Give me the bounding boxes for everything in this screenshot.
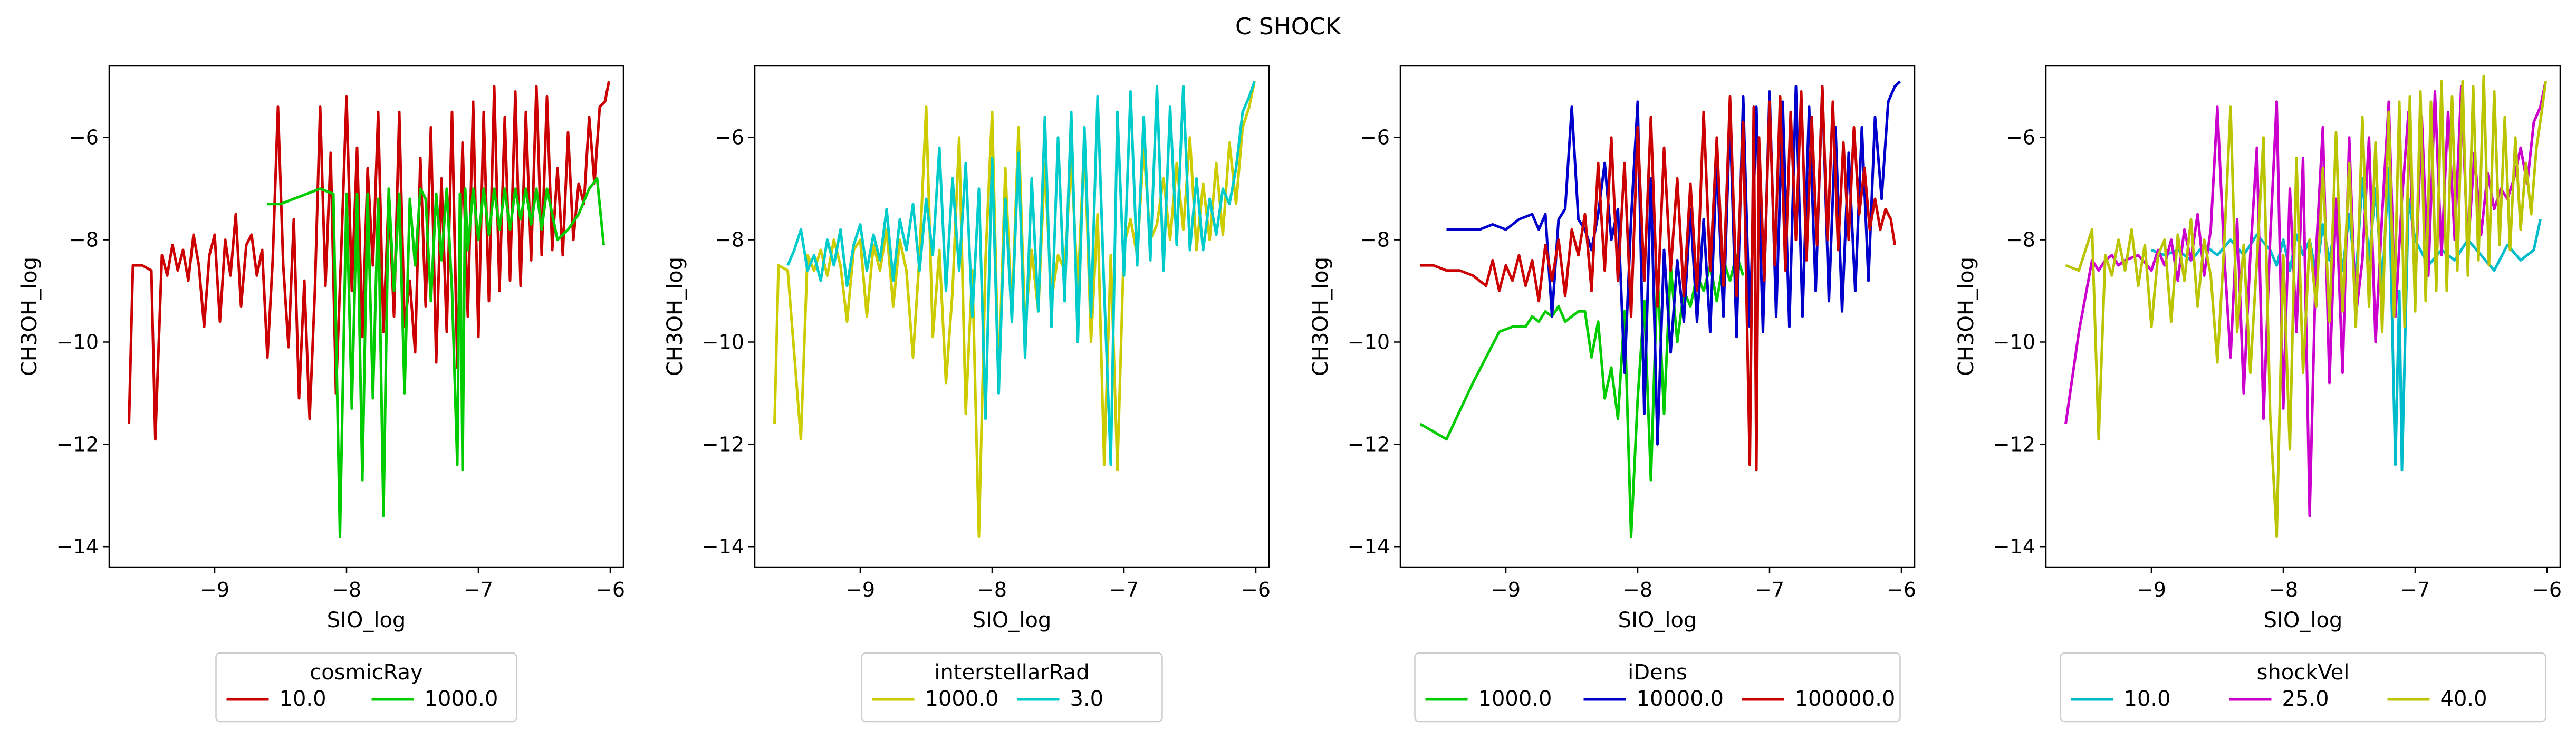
y-tick-label: −8 [715, 228, 744, 252]
x-tick-label: −7 [464, 578, 493, 601]
x-tick-label: −9 [2137, 578, 2166, 601]
y-tick-label: −10 [56, 330, 99, 353]
legend-title: cosmicRay [310, 660, 422, 685]
legend-box [861, 652, 1163, 723]
axes-frame [108, 65, 624, 568]
x-tick-label: −6 [1241, 578, 1271, 601]
y-tick-label: −6 [69, 126, 99, 149]
y-tick-label: −10 [702, 330, 744, 353]
x-tick-label: −9 [845, 578, 875, 601]
x-tick-label: −8 [1623, 578, 1652, 601]
y-tick-label: −14 [702, 535, 744, 558]
x-axis-label: SIO_log [2264, 608, 2343, 632]
y-tick-label: −6 [1360, 126, 1390, 149]
series-line-3 [2065, 74, 2547, 538]
legend-title: iDens [1628, 660, 1687, 685]
y-tick-label: −14 [1348, 535, 1390, 558]
legend-entry-label: 10.0 [280, 687, 326, 711]
y-tick-label: −14 [1993, 535, 2035, 558]
figure-title: C SHOCK [1235, 13, 1341, 40]
series-line-2 [1446, 80, 1901, 446]
y-tick-label: −6 [2006, 126, 2035, 149]
plot-area [1419, 80, 1901, 538]
chart-panel-3: −9 −8 −7 −6 −14 −12 −10 −8 −6 SIO_log CH3OH_log iDe… [1309, 65, 1916, 723]
x-tick-label: −8 [2269, 578, 2298, 601]
plot-area [128, 81, 610, 538]
series-line-1 [773, 81, 1256, 538]
legend-box [2060, 652, 2546, 723]
y-tick-label: −8 [1360, 228, 1390, 252]
x-tick-label: −6 [595, 578, 625, 601]
series-line-1 [128, 81, 610, 441]
y-tick-label: −12 [56, 433, 99, 456]
x-axis-label: SIO_log [327, 608, 406, 632]
x-tick-label: −7 [1109, 578, 1139, 601]
chart-panel-1: −9 −8 −7 −6 −14 −12 −10 −8 −6 SIO_log CH3OH_logcos… [17, 65, 625, 723]
y-tick-label: −8 [69, 228, 99, 252]
y-axis-label: CH3OH_log [1954, 257, 1978, 376]
legend-box [215, 652, 517, 723]
y-tick-label: −10 [1993, 330, 2035, 353]
legend-entry-label: 3.0 [1070, 687, 1104, 711]
y-tick-label: −12 [1348, 433, 1390, 456]
x-tick-label: −8 [332, 578, 361, 601]
y-tick-label: −10 [1348, 330, 1390, 353]
legend-entry-label: 1000.0 [1478, 687, 1552, 711]
legend: iDens 1000.0 10000.0 100000.0 [1414, 652, 1901, 723]
x-tick-label: −7 [2400, 578, 2430, 601]
legend-entry-label: 40.0 [2440, 687, 2487, 711]
legend-entry-label: 10000.0 [1637, 687, 1724, 711]
series-line-3 [1420, 85, 1896, 472]
axes-frame [2045, 65, 2561, 568]
y-tick-label: −8 [2006, 228, 2035, 252]
legend-entry-label: 1000.0 [425, 687, 498, 711]
x-tick-label: −9 [1491, 578, 1521, 601]
x-tick-label: −9 [200, 578, 229, 601]
legend-title: shockVel [2257, 660, 2350, 685]
panels: −9 −8 −7 −6 −14 −12 −10 −8 −6 SIO_log CH3OH_logcos… [17, 65, 2562, 723]
chart-panel-4: −9 −8 −7 −6 −14 −12 −10 −8 −6 SIO_log CH3OH_logsho… [1954, 65, 2562, 723]
y-tick-label: −6 [715, 126, 744, 149]
legend: shockVel 10.0 25.0 40.0 [2060, 652, 2546, 723]
y-tick-label: −14 [56, 535, 99, 558]
legend-entry-label: 10.0 [2124, 687, 2171, 711]
legend-box [1414, 652, 1901, 723]
plot-area [2064, 74, 2547, 538]
y-axis-label: CH3OH_log [1309, 257, 1333, 376]
x-tick-label: −6 [2532, 578, 2562, 601]
plot-area [773, 81, 1256, 538]
x-axis-label: SIO_log [973, 608, 1052, 632]
legend-entry-label: 25.0 [2282, 687, 2329, 711]
series-line-1 [1419, 254, 1745, 538]
x-axis-label: SIO_log [1618, 608, 1697, 632]
axes-frame [754, 65, 1270, 568]
legend-entry-label: 1000.0 [925, 687, 999, 711]
y-tick-label: −12 [1993, 433, 2035, 456]
y-axis-label: CH3OH_log [17, 257, 42, 376]
legend-entry-label: 100000.0 [1795, 687, 1896, 711]
series-line-2 [786, 81, 1256, 466]
x-tick-label: −6 [1887, 578, 1916, 601]
series-line-2 [267, 177, 605, 538]
axes-frame [1399, 65, 1916, 568]
x-tick-label: −8 [977, 578, 1007, 601]
y-tick-label: −12 [702, 433, 744, 456]
y-axis-label: CH3OH_log [663, 257, 687, 376]
chart-panel-2: −9 −8 −7 −6 −14 −12 −10 −8 −6 SIO_log CH3OH_logint… [663, 65, 1271, 723]
x-tick-label: −7 [1755, 578, 1784, 601]
legend-title: interstellarRad [934, 660, 1089, 685]
